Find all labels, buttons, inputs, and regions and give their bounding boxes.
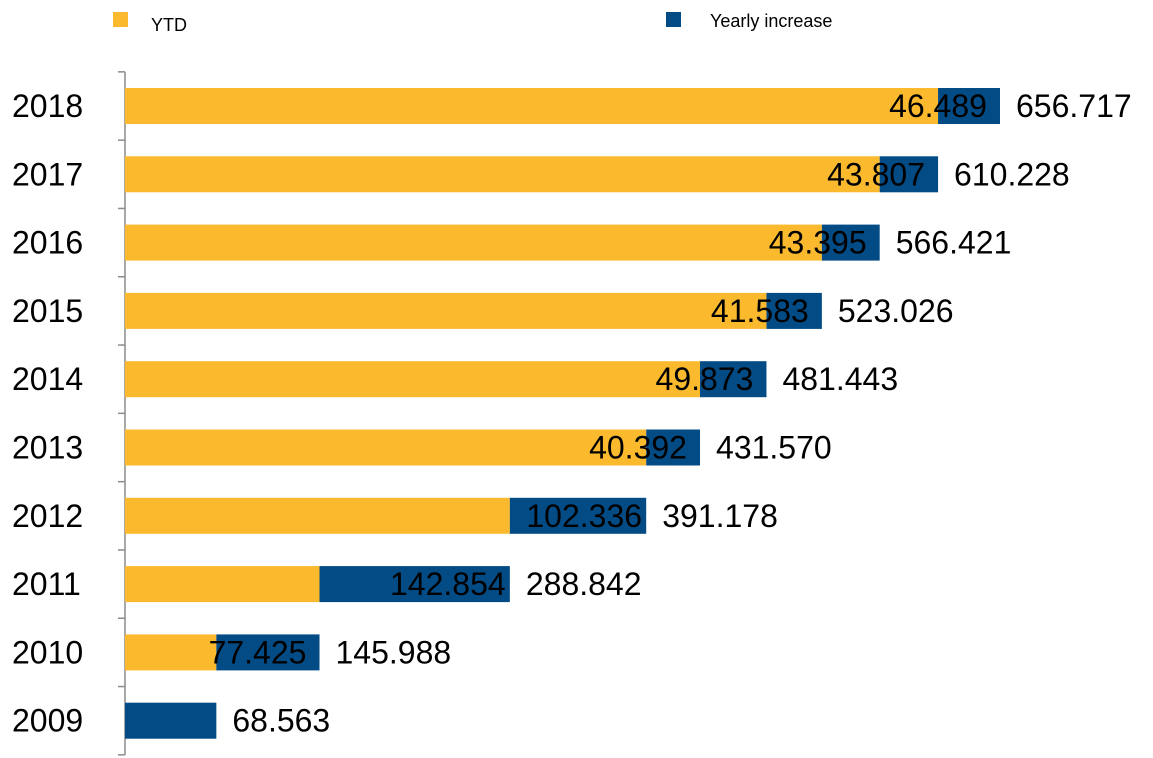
- total-label-2012: 391.178: [662, 498, 778, 534]
- increase-label-2013: 40.392: [589, 430, 687, 466]
- category-label-2014: 2014: [12, 361, 83, 397]
- legend-label-ytd: YTD: [151, 15, 187, 35]
- category-label-2011: 2011: [12, 566, 81, 602]
- bar-ytd-2012: [125, 497, 510, 534]
- category-label-2015: 2015: [12, 293, 83, 329]
- category-label-2017: 2017: [12, 156, 83, 192]
- bar-ytd-2018: [125, 88, 939, 124]
- bar-yearly-increase-2018: [938, 88, 1000, 124]
- category-label-2009: 2009: [12, 703, 83, 739]
- increase-label-2011: 142.854: [390, 566, 506, 602]
- category-label-2013: 2013: [12, 430, 83, 466]
- total-label-2014: 481.443: [782, 361, 898, 397]
- category-label-2012: 2012: [12, 498, 83, 534]
- bar-yearly-increase-2009: [125, 702, 217, 739]
- total-label-2010: 145.988: [336, 634, 452, 670]
- legend-swatch-yearly-increase: [666, 12, 681, 27]
- increase-label-2015: 41.583: [711, 293, 809, 329]
- bars-group: [125, 88, 1000, 739]
- bar-ytd-2016: [125, 224, 822, 261]
- bar-yearly-increase-2010: [216, 634, 320, 671]
- bar-ytd-2013: [125, 429, 647, 466]
- bar-ytd-2015: [125, 292, 767, 329]
- increase-label-2017: 43.807: [827, 156, 925, 192]
- category-axis: [118, 71, 126, 756]
- total-label-2015: 523.026: [838, 293, 954, 329]
- bar-yearly-increase-2012: [509, 497, 647, 534]
- bar-yearly-increase-2017: [879, 156, 939, 193]
- total-label-2013: 431.570: [716, 430, 832, 466]
- legend: YTD Yearly increase: [113, 11, 832, 35]
- total-label-2017: 610.228: [954, 156, 1070, 192]
- total-label-2018: 656.717: [1016, 88, 1132, 124]
- bar-yearly-increase-2013: [646, 429, 701, 466]
- category-label-2018: 2018: [12, 88, 83, 124]
- bar-yearly-increase-2011: [319, 566, 510, 603]
- total-label-2011: 288.842: [526, 566, 642, 602]
- increase-label-2014: 49.873: [656, 361, 754, 397]
- bar-ytd-2014: [125, 361, 701, 398]
- legend-label-yearly-increase: Yearly increase: [710, 11, 832, 31]
- total-label-2009: 68.563: [232, 703, 330, 739]
- bar-ytd-2017: [125, 156, 880, 193]
- bar-ytd-2011: [125, 566, 320, 603]
- increase-label-2018: 46.489: [889, 88, 987, 124]
- category-label-2016: 2016: [12, 225, 83, 261]
- bar-yearly-increase-2014: [700, 361, 767, 398]
- increase-label-2010: 77.425: [209, 634, 307, 670]
- category-label-2010: 2010: [12, 634, 83, 670]
- bar-yearly-increase-2015: [766, 292, 822, 329]
- increase-label-2016: 43.395: [769, 225, 867, 261]
- legend-swatch-ytd: [113, 12, 128, 27]
- bar-yearly-increase-2016: [821, 224, 880, 261]
- bar-ytd-2010: [125, 634, 217, 671]
- labels-group: 2018 46.489 656.717 2017 43.807 610.228 2016 43…: [12, 88, 1132, 739]
- increase-label-2012: 102.336: [526, 498, 642, 534]
- total-label-2016: 566.421: [896, 225, 1012, 261]
